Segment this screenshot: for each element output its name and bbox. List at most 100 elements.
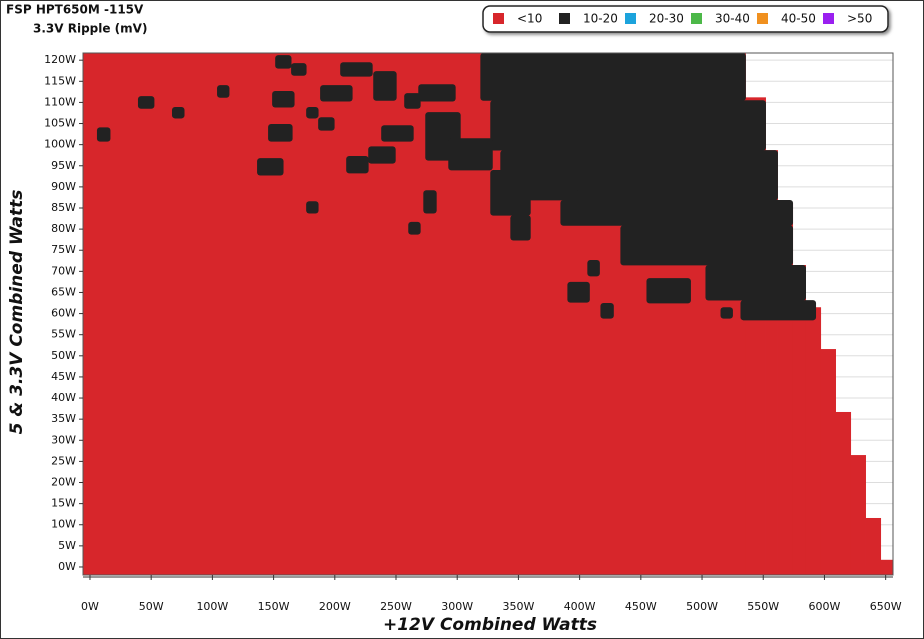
legend-label: 10-20 [583, 12, 618, 26]
legend-swatch [559, 13, 570, 24]
x-tick-label: 0W [81, 600, 99, 613]
legend-label: >50 [847, 12, 872, 26]
cell [560, 199, 794, 226]
y-tick-label: 10W [51, 518, 76, 531]
x-tick-label: 150W [258, 600, 290, 613]
cell [291, 63, 307, 76]
cell [720, 307, 733, 319]
cell [850, 455, 866, 576]
legend-swatch [493, 13, 504, 24]
x-tick-label: 250W [380, 600, 412, 613]
x-tick-label: 100W [196, 600, 228, 613]
y-tick-label: 25W [51, 454, 76, 467]
plot-area: 0W 5W 10W 15W 20W 25W 30W 35W 40W 45W 50W 55W 60W 65W… [44, 52, 902, 613]
y-tick-label: 60W [51, 307, 76, 320]
y-tick-label: 75W [51, 243, 76, 256]
y-tick-label: 45W [51, 370, 76, 383]
y-tick-label: 105W [44, 117, 76, 130]
x-tick-label: 500W [686, 600, 718, 613]
cell [587, 259, 600, 277]
y-tick-label: 5W [58, 539, 76, 552]
cell [318, 117, 335, 131]
x-axis-title: +12V Combined Watts [383, 615, 597, 635]
cell [740, 300, 817, 321]
cell [171, 107, 185, 119]
cell [448, 138, 493, 171]
x-tick-label: 550W [747, 600, 779, 613]
y-tick-label: 100W [44, 138, 76, 151]
cell [805, 307, 822, 576]
legend-swatch [625, 13, 636, 24]
legend-swatch [691, 13, 702, 24]
cell [306, 107, 319, 119]
legend-label: 20-30 [649, 12, 684, 26]
cell [480, 53, 746, 101]
cell [340, 62, 373, 77]
cell [346, 156, 369, 174]
y-tick-label: 40W [51, 391, 76, 404]
x-tick-label: 200W [319, 600, 351, 613]
cell [865, 517, 882, 576]
chart-title: FSP HPT650M -115V [6, 3, 144, 17]
cell [646, 278, 691, 304]
y-tick-label: 110W [44, 95, 76, 108]
cell [575, 190, 611, 221]
cell [217, 85, 230, 98]
x-tick-label: 450W [625, 600, 657, 613]
x-tick-label: 300W [441, 600, 473, 613]
cell [272, 91, 295, 108]
cell [275, 55, 292, 69]
y-tick-label: 80W [51, 222, 76, 235]
x-tick-label: 350W [502, 600, 534, 613]
cell [320, 85, 353, 102]
x-tick-label: 400W [564, 600, 596, 613]
legend-label: 30-40 [715, 12, 750, 26]
chart-subtitle: 3.3V Ripple (mV) [33, 22, 147, 36]
cell [408, 221, 421, 235]
cell [96, 127, 111, 142]
cell [835, 411, 852, 576]
legend-swatch [823, 13, 834, 24]
cell [490, 169, 531, 216]
legend-label: 40-50 [781, 12, 816, 26]
y-tick-label: 35W [51, 412, 76, 425]
y-tick-label: 90W [51, 180, 76, 193]
y-tick-label: 95W [51, 159, 76, 172]
legend-box [482, 5, 889, 33]
y-tick-label: 115W [44, 74, 76, 87]
y-tick-label: 20W [51, 476, 76, 489]
cell [373, 71, 397, 101]
y-tick-label: 30W [51, 433, 76, 446]
y-axis-title: 5 & 3.3V Combined Watts [7, 190, 27, 435]
cell [567, 281, 590, 303]
y-tick-label: 120W [44, 53, 76, 66]
y-tick-label: 70W [51, 264, 76, 277]
y-tick-label: 0W [58, 560, 76, 573]
cell [423, 190, 437, 214]
y-tick-label: 65W [51, 285, 76, 298]
legend: <10 10-20 20-30 30-40 40-50 >50 [493, 12, 872, 26]
x-tick-label: 650W [870, 600, 902, 613]
cell [510, 215, 531, 241]
cell [268, 123, 293, 142]
x-tick-label: 600W [809, 600, 841, 613]
cell [306, 201, 319, 214]
cell [705, 265, 806, 301]
legend-label: <10 [517, 12, 542, 26]
y-tick-label: 15W [51, 497, 76, 510]
cell [820, 349, 836, 576]
cell [404, 93, 421, 109]
cell [500, 150, 778, 201]
cell [880, 559, 894, 576]
legend-swatch [757, 13, 768, 24]
y-tick-label: 50W [51, 349, 76, 362]
cell [600, 303, 614, 319]
cell [792, 265, 806, 576]
cell [620, 225, 794, 266]
cell [418, 84, 456, 102]
cell [137, 96, 155, 109]
y-tick-label: 85W [51, 201, 76, 214]
cell [368, 146, 396, 164]
cell [257, 158, 284, 176]
